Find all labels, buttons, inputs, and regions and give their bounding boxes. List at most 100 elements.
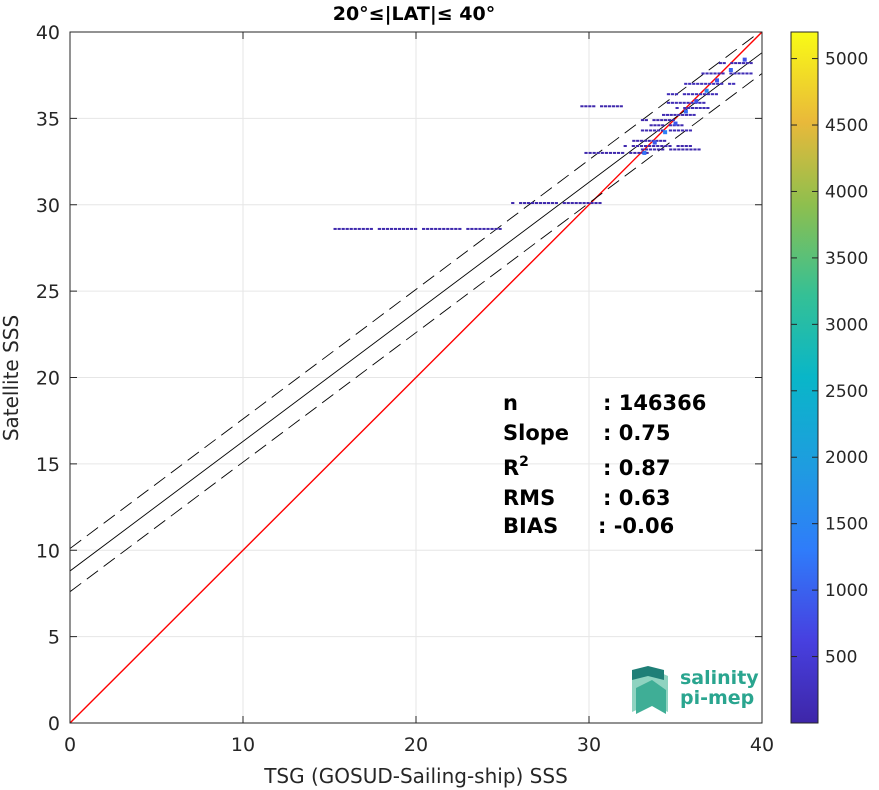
density-point (742, 57, 747, 62)
data-point (333, 227, 337, 230)
data-point (692, 113, 696, 116)
data-point (615, 105, 619, 108)
data-point (668, 124, 672, 127)
stat-value: : 0.63 (603, 486, 671, 510)
colorbar-tick-label: 3500 (825, 249, 868, 269)
data-point (673, 148, 677, 151)
data-point (401, 227, 406, 230)
colorbar-ticks: 500 1000 1500 2000 2500 3000 3500 4000 4500 5000 (791, 50, 868, 668)
data-point (511, 202, 515, 205)
density-point (728, 68, 733, 73)
data-segment (580, 105, 623, 108)
data-point (580, 105, 584, 108)
data-point (674, 101, 678, 104)
data-point (665, 113, 670, 116)
data-point (732, 82, 736, 85)
data-point (722, 62, 726, 65)
x-tick-label: 10 (231, 734, 255, 756)
data-point (584, 105, 588, 108)
data-point (639, 139, 644, 142)
data-point (663, 139, 667, 142)
data-segment (333, 227, 502, 230)
y-tick-label: 40 (36, 22, 60, 44)
data-point (701, 72, 705, 75)
data-point (538, 202, 543, 205)
data-point (662, 113, 666, 116)
data-point (670, 101, 674, 104)
y-tick-label: 0 (48, 713, 60, 735)
x-axis-label: TSG (GOSUD-Sailing-ship) SSS (263, 764, 568, 788)
data-point (438, 227, 442, 230)
data-point (684, 129, 689, 132)
data-point (353, 227, 357, 230)
stat-value: : 0.87 (603, 456, 671, 480)
data-point (644, 148, 649, 151)
colorbar-tick-label: 1000 (825, 581, 868, 601)
data-point (698, 101, 702, 104)
data-point (562, 202, 566, 205)
stat-value: : 0.75 (603, 421, 671, 445)
data-point (682, 101, 686, 104)
data-point (692, 82, 696, 85)
salinity-pi-mep-logo: salinity pi-mep (632, 666, 759, 714)
data-point (693, 148, 697, 151)
density-point (715, 78, 720, 83)
data-point (450, 227, 454, 230)
data-point (678, 101, 682, 104)
data-point (365, 227, 369, 230)
y-tick-label: 15 (36, 454, 60, 476)
data-point (721, 72, 725, 75)
x-tick-label: 0 (64, 734, 76, 756)
data-point (648, 148, 653, 151)
data-point (696, 82, 700, 85)
stat-label: n (503, 391, 518, 415)
data-point (745, 72, 749, 75)
data-point (653, 124, 657, 127)
x-tick-label: 20 (404, 734, 428, 756)
stat-row: Slope: 0.75 (503, 421, 671, 445)
data-segment (675, 107, 710, 110)
upper-bound-line (70, 32, 761, 549)
data-point (596, 151, 600, 154)
data-point (676, 145, 680, 148)
data-point (616, 151, 621, 154)
colorbar-tick-label: 5000 (825, 50, 868, 70)
data-point (666, 101, 671, 104)
data-point (612, 151, 617, 154)
data-point (668, 145, 672, 148)
data-point (749, 72, 753, 75)
data-point (608, 151, 613, 154)
data-point (405, 227, 410, 230)
density-point (683, 109, 688, 114)
data-point (592, 105, 596, 108)
y-tick-label: 5 (48, 627, 60, 649)
colorbar-tick-label: 1500 (825, 515, 868, 535)
data-point (734, 62, 738, 65)
data-point (655, 139, 659, 142)
data-point (357, 227, 361, 230)
data-point (741, 72, 745, 75)
data-point (592, 151, 596, 154)
data-point (652, 145, 656, 148)
x-tick-label: 40 (750, 734, 774, 756)
data-point (643, 145, 648, 148)
colorbar-tick-label: 2000 (825, 448, 868, 468)
data-point (664, 145, 668, 148)
data-point (656, 129, 661, 132)
data-point (713, 72, 717, 75)
data-point (677, 148, 681, 151)
data-point (578, 202, 582, 205)
data-point (611, 105, 616, 108)
data-segment (623, 145, 692, 148)
data-point (600, 105, 604, 108)
data-segment (640, 129, 693, 132)
data-point (397, 227, 402, 230)
data-point (607, 105, 612, 108)
data-point (671, 119, 675, 122)
data-point (519, 202, 523, 205)
data-point (434, 227, 438, 230)
density-point (704, 88, 709, 93)
data-point (413, 227, 418, 230)
data-point (644, 119, 648, 122)
data-point (684, 113, 689, 116)
